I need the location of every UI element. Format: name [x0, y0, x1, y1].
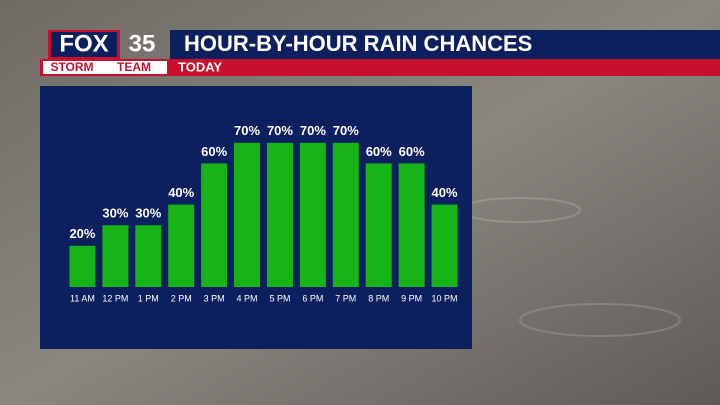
value-label: 70%: [267, 123, 293, 138]
x-tick-label: 3 PM: [204, 293, 225, 303]
value-label: 70%: [333, 123, 359, 138]
bar: [201, 163, 228, 287]
bar: [168, 204, 195, 287]
x-tick-label: 1 PM: [138, 293, 159, 303]
value-label: 20%: [69, 226, 95, 241]
bar: [299, 142, 326, 287]
logo-channel: 35: [129, 30, 156, 57]
x-tick-label: 9 PM: [401, 293, 422, 303]
bar: [266, 142, 293, 287]
x-tick-label: 2 PM: [171, 293, 192, 303]
logo-team-box: [43, 61, 167, 74]
value-label: 40%: [432, 185, 458, 200]
x-tick-label: 7 PM: [335, 293, 356, 303]
ripple: [519, 303, 681, 337]
logo-network: FOX: [59, 30, 108, 57]
bar: [332, 142, 359, 287]
x-tick-label: 6 PM: [302, 293, 323, 303]
chart-title: HOUR-BY-HOUR RAIN CHANCES: [184, 31, 532, 56]
logo-network-inner: [51, 32, 117, 57]
value-label: 60%: [399, 144, 425, 159]
bar: [135, 225, 162, 287]
value-label: 60%: [366, 144, 392, 159]
subtitle-bar: [170, 59, 720, 76]
bar: [102, 225, 129, 287]
value-label: 60%: [201, 144, 227, 159]
x-tick-label: 10 PM: [432, 293, 458, 303]
logo-team-right: TEAM: [117, 60, 151, 74]
value-label: 70%: [300, 123, 326, 138]
value-label: 40%: [168, 185, 194, 200]
bar: [69, 245, 96, 287]
x-tick-label: 4 PM: [237, 293, 258, 303]
logo-team-left: STORM: [50, 60, 93, 74]
value-label: 30%: [135, 206, 161, 221]
x-tick-label: 11 AM: [70, 293, 95, 303]
plot: 11 AM 20% 12 PM 30% 1 PM 30% 2 PM 40% 3 PM 60% 4 P…: [69, 123, 458, 303]
x-tick-label: 12 PM: [102, 293, 128, 303]
title-bar: [170, 30, 720, 59]
bar: [431, 204, 458, 287]
value-label: 70%: [234, 123, 260, 138]
chart-subtitle: TODAY: [178, 59, 222, 74]
value-label: 30%: [102, 206, 128, 221]
bar: [365, 163, 392, 287]
x-tick-label: 5 PM: [269, 293, 290, 303]
bar: [234, 142, 261, 287]
x-tick-label: 8 PM: [368, 293, 389, 303]
bar: [398, 163, 425, 287]
